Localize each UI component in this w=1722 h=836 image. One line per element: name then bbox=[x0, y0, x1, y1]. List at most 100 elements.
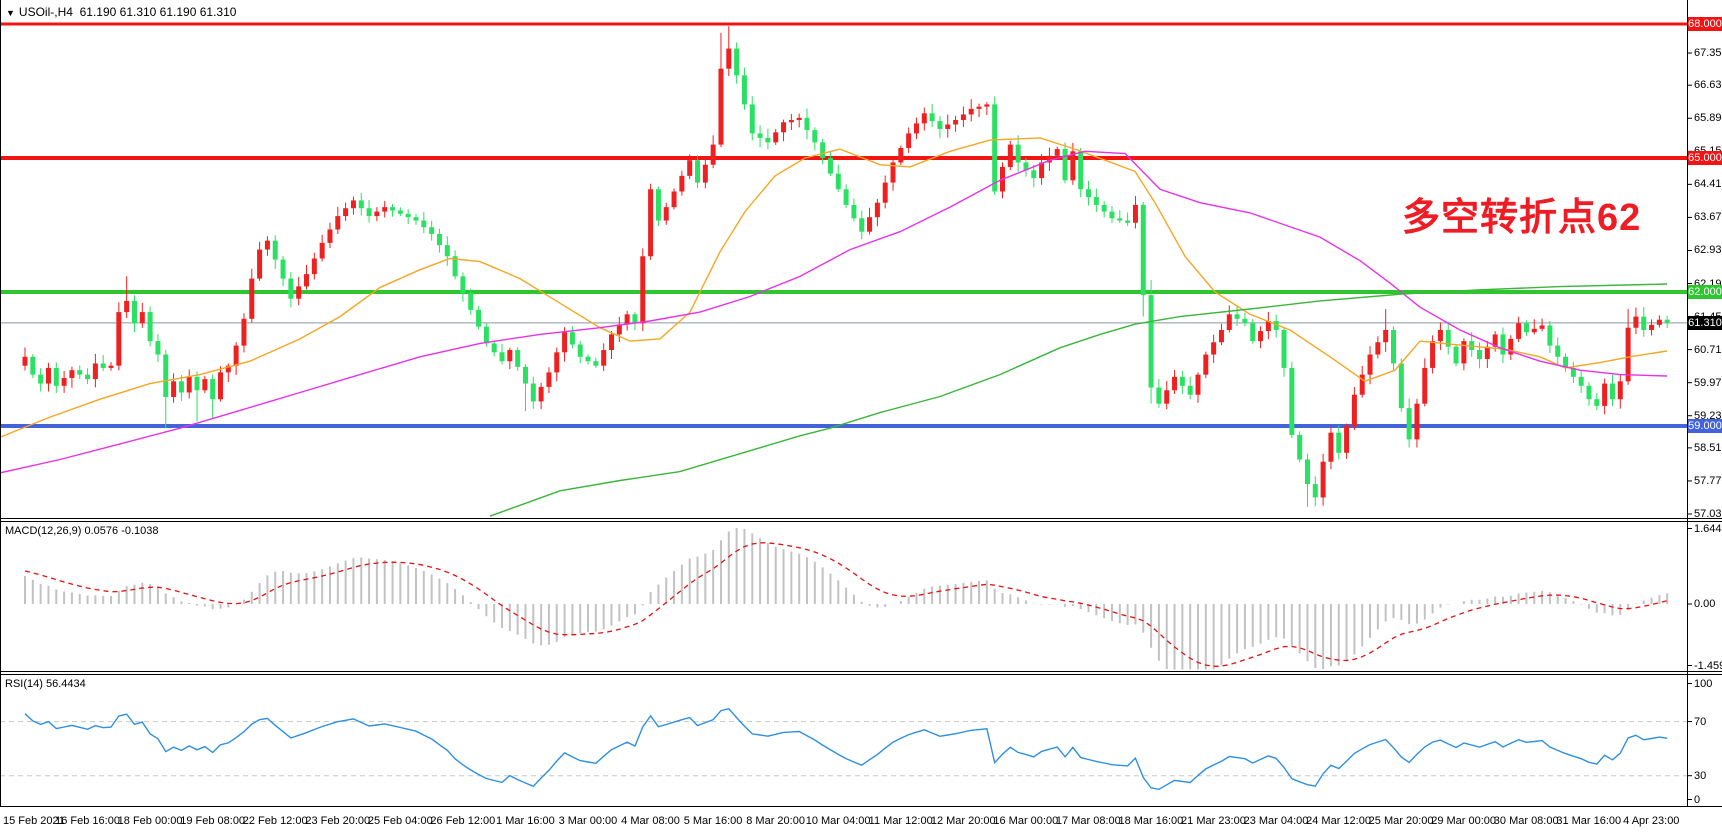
candle-body bbox=[1086, 189, 1092, 198]
candle-body bbox=[85, 374, 91, 380]
price-badge-59.000: 59.000 bbox=[1688, 418, 1722, 433]
candle-body bbox=[859, 218, 865, 232]
candle-body bbox=[1656, 319, 1662, 325]
candle-body bbox=[178, 381, 184, 393]
time-axis-label[interactable]: 10 Mar 04:00 bbox=[805, 815, 871, 827]
candle-body bbox=[945, 124, 951, 129]
rsi-name: RSI(14) bbox=[5, 678, 43, 690]
time-axis-label[interactable]: 16 Feb 16:00 bbox=[55, 815, 120, 827]
candle-body bbox=[1281, 329, 1287, 368]
candle-body bbox=[968, 108, 974, 115]
candle-body bbox=[1093, 197, 1099, 205]
symbol-dropdown-icon[interactable]: ▼ bbox=[6, 8, 15, 18]
price-axis-label: 62.930 bbox=[1694, 244, 1722, 257]
annotation-text: 多空转折点62 bbox=[1402, 197, 1642, 239]
time-axis-label[interactable]: 23 Feb 20:00 bbox=[305, 815, 371, 827]
time-axis-label[interactable]: 5 Mar 16:00 bbox=[683, 815, 743, 827]
candle-body bbox=[77, 370, 83, 375]
candle-body bbox=[390, 207, 396, 211]
candle-body bbox=[413, 217, 419, 221]
price-axis-label: 63.670 bbox=[1694, 211, 1722, 224]
ma-slow-green bbox=[489, 283, 1668, 517]
macd-panel[interactable] bbox=[24, 528, 1669, 670]
candle-body bbox=[311, 258, 317, 275]
time-axis-label[interactable]: 3 Mar 00:00 bbox=[558, 815, 618, 827]
candle-body bbox=[53, 367, 59, 386]
candle-body bbox=[1453, 346, 1459, 364]
time-axis-label[interactable]: 30 Mar 08:00 bbox=[1493, 815, 1559, 827]
candle-body bbox=[640, 256, 646, 324]
candle-body bbox=[1156, 387, 1162, 404]
candle-body bbox=[1492, 334, 1498, 347]
candle-body bbox=[1179, 376, 1185, 386]
candle-body bbox=[1203, 354, 1209, 375]
time-axis-label[interactable]: 25 Mar 20:00 bbox=[1368, 815, 1434, 827]
candle-body bbox=[171, 381, 177, 397]
candle-body bbox=[749, 104, 755, 134]
time-axis-label[interactable]: 22 Feb 12:00 bbox=[242, 815, 308, 827]
time-axis-label[interactable]: 18 Mar 16:00 bbox=[1118, 815, 1184, 827]
time-axis-label[interactable]: 17 Mar 08:00 bbox=[1055, 815, 1121, 827]
candle-body bbox=[257, 249, 263, 279]
ma-fast-orange bbox=[0, 137, 1668, 438]
candle-body bbox=[1117, 218, 1123, 221]
candle-body bbox=[1132, 204, 1138, 223]
time-axis-label[interactable]: 16 Mar 00:00 bbox=[993, 815, 1059, 827]
price-badge-68.000: 68.000 bbox=[1688, 17, 1722, 31]
price-axis-label: 64.410 bbox=[1694, 178, 1722, 191]
candle-body bbox=[726, 48, 732, 69]
candle-body bbox=[1484, 346, 1490, 359]
candle-body bbox=[781, 122, 787, 133]
candle-body bbox=[1070, 151, 1076, 181]
time-axis-label[interactable]: 21 Mar 23:00 bbox=[1181, 815, 1246, 827]
candle-body bbox=[210, 379, 216, 400]
candle-body bbox=[1383, 329, 1389, 343]
candle-body bbox=[1477, 350, 1483, 359]
time-axis-label[interactable]: 26 Feb 12:00 bbox=[430, 815, 496, 827]
candle-body bbox=[796, 117, 802, 121]
rsi-panel[interactable] bbox=[0, 708, 1687, 791]
candle-body bbox=[1422, 367, 1428, 404]
time-axis-label[interactable]: 8 Mar 20:00 bbox=[746, 815, 805, 827]
candle-body bbox=[1445, 329, 1451, 347]
candle-body bbox=[452, 256, 458, 277]
main-chart-panel[interactable] bbox=[0, 22, 1687, 517]
candle-body bbox=[648, 189, 654, 257]
time-axis-label[interactable]: 4 Apr 23:00 bbox=[1623, 815, 1680, 827]
time-axis-label[interactable]: 4 Mar 08:00 bbox=[621, 815, 680, 827]
time-axis-label[interactable]: 24 Mar 12:00 bbox=[1306, 815, 1371, 827]
candle-body bbox=[913, 123, 919, 134]
macd-indicator-label: MACD(12,26,9) 0.0576 -0.1038 bbox=[5, 525, 159, 537]
rsi-line bbox=[24, 708, 1668, 791]
candle-body bbox=[1265, 321, 1271, 332]
candle-body bbox=[436, 233, 442, 246]
time-axis-label[interactable]: 1 Mar 16:00 bbox=[496, 815, 555, 827]
candle-body bbox=[601, 350, 607, 366]
time-axis-label[interactable]: 11 Mar 12:00 bbox=[868, 815, 933, 827]
candle-body bbox=[1437, 329, 1443, 342]
candle-body bbox=[1125, 220, 1131, 223]
panel-borders bbox=[0, 0, 1722, 807]
time-axis-label[interactable]: 29 Mar 00:00 bbox=[1431, 815, 1497, 827]
time-axis-label[interactable]: 18 Feb 00:00 bbox=[117, 815, 183, 827]
candle-body bbox=[1304, 459, 1310, 485]
candle-body bbox=[1140, 204, 1146, 296]
current-price-badge: 61.310 bbox=[1688, 315, 1722, 330]
time-axis-label[interactable]: 19 Feb 08:00 bbox=[180, 815, 246, 827]
candle-body bbox=[460, 276, 466, 294]
candle-body bbox=[1625, 327, 1631, 382]
candle-body bbox=[874, 202, 880, 218]
candle-body bbox=[69, 370, 75, 378]
candle-body bbox=[155, 341, 161, 355]
candle-body bbox=[1023, 162, 1029, 171]
time-axis-label[interactable]: 31 Mar 16:00 bbox=[1556, 815, 1622, 827]
candle-body bbox=[867, 217, 873, 232]
candle-body bbox=[1328, 432, 1334, 462]
time-axis-label[interactable]: 23 Mar 04:00 bbox=[1243, 815, 1309, 827]
time-axis-label[interactable]: 12 Mar 20:00 bbox=[930, 815, 996, 827]
macd-signal-line bbox=[24, 542, 1668, 667]
time-axis-label[interactable]: 15 Feb 2021 bbox=[3, 815, 65, 827]
candle-body bbox=[397, 210, 403, 214]
time-axis-label[interactable]: 25 Feb 04:00 bbox=[367, 815, 433, 827]
